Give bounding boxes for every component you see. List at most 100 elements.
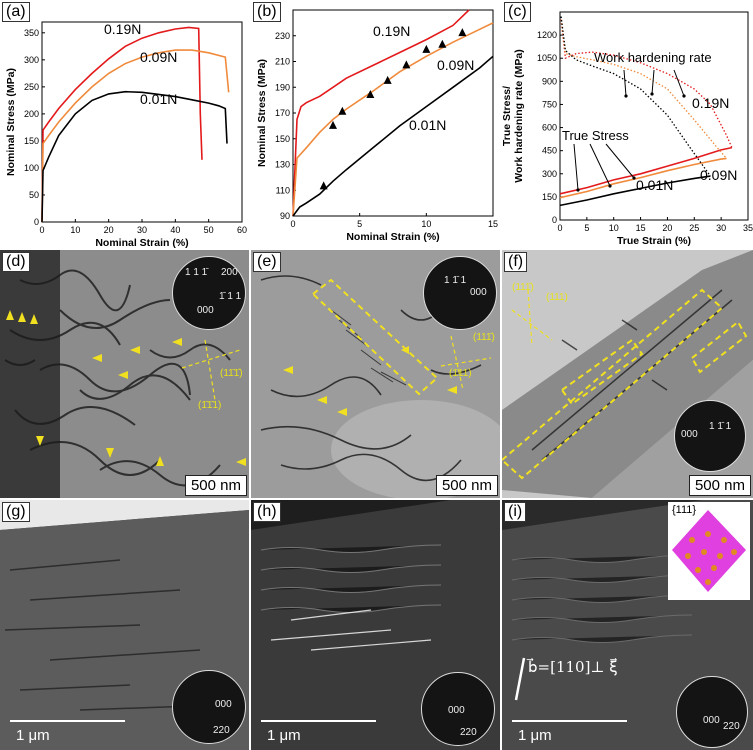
panel-d: (d) 1 1 1̄ 200 1̄ 1 1 000 (11̄1̄) (1̄1̄1…	[0, 250, 249, 498]
diff-label-d-4: 000	[197, 305, 214, 316]
series-line	[292, 22, 494, 217]
diffraction-pattern-d: 1 1 1̄ 200 1̄ 1 1 000	[172, 256, 246, 330]
diff-label-d-3: 1̄ 1 1	[219, 291, 242, 302]
plane-label-f-2: (111)	[546, 292, 568, 303]
diff-label-g-1: 000	[215, 699, 232, 710]
panel-b: (b) 0 5 10 15 90 110 130 150 170 190 210 230 Nominal…	[251, 0, 500, 248]
y-tick-label: 300	[542, 169, 557, 179]
series-label: 0.09N	[437, 57, 474, 73]
x-tick-label: 30	[137, 225, 147, 235]
scale-line-g	[10, 720, 125, 722]
y-tick-label: 250	[24, 82, 39, 92]
y-axis-label: Nominal Stress (MPa)	[256, 59, 268, 167]
chart-b: 0 5 10 15 90 110 130 150 170 190 210 230 Nominal Str…	[256, 9, 498, 243]
series-line	[41, 49, 230, 223]
scale-bar-e: 500 nm	[435, 475, 498, 496]
scale-bar-d: 500 nm	[184, 475, 247, 496]
series-line	[560, 16, 711, 177]
triangle-marker	[383, 75, 392, 84]
diff-label-f-1: 000	[681, 429, 698, 440]
burgers-vector-label: b⃗=[110]⊥ ξ⃗	[528, 658, 618, 676]
diff-label-e-2: 000	[470, 287, 487, 298]
panel-g: (g) 000 220 1 μm	[0, 500, 249, 750]
panel-h: (h) 000 220 1 μm	[251, 500, 500, 750]
triangle-marker	[338, 106, 347, 115]
y-tick-label: 300	[24, 55, 39, 65]
y-tick-label: 450	[542, 146, 557, 156]
series-label: 0.01N	[636, 177, 673, 193]
y-tick-label: 100	[24, 163, 39, 173]
series-label: Work hardening rate	[594, 50, 712, 65]
y-tick-label: 750	[542, 99, 557, 109]
series-line	[559, 157, 727, 199]
panel-label-a: (a)	[2, 2, 30, 22]
x-axis-label: Nominal Strain (%)	[95, 237, 188, 248]
y-tick-label: 150	[542, 192, 557, 202]
x-tick-label: 10	[421, 219, 431, 229]
diffraction-pattern-g: 000 220	[172, 670, 246, 744]
diff-label-i-1: 000	[703, 715, 720, 726]
y-axis-label: Nominal Stress (MPa)	[5, 68, 17, 176]
y-tick-label: 110	[276, 185, 290, 195]
x-tick-label: 0	[557, 223, 562, 233]
diff-label-h-1: 000	[448, 705, 465, 716]
annotation-arrowhead	[632, 176, 636, 180]
panel-label-e: (e)	[253, 252, 281, 272]
scale-bar-f: 500 nm	[688, 475, 751, 496]
x-tick-label: 15	[488, 219, 498, 229]
diff-label-d-2: 200	[221, 267, 238, 278]
panel-label-d: (d)	[2, 252, 30, 272]
series-line	[41, 26, 203, 223]
series-line	[560, 19, 733, 148]
x-tick-label: 35	[743, 223, 753, 233]
triangle-marker	[458, 28, 467, 37]
x-tick-label: 5	[357, 219, 362, 229]
plane-label-e-2: (1̄11)	[449, 368, 472, 379]
annotation-arrowhead	[624, 94, 628, 98]
y-tick-label: 210	[275, 57, 290, 67]
x-tick-label: 20	[104, 225, 114, 235]
panel-c: (c) 0 5 10 15 20 25 30 35 0 150 300 450 600 750 900 105…	[502, 0, 753, 248]
x-tick-label: 30	[716, 223, 726, 233]
series-line	[559, 175, 711, 207]
y-tick-label: 600	[542, 123, 557, 133]
x-tick-label: 50	[204, 225, 214, 235]
scale-line-i	[512, 720, 627, 722]
panel-label-c: (c)	[504, 2, 531, 22]
y-tick-label: 230	[275, 31, 290, 41]
diffraction-pattern-f: 000 1 1̄ 1	[674, 400, 746, 472]
x-tick-label: 10	[609, 223, 619, 233]
panel-label-f: (f)	[504, 252, 528, 272]
y-tick-label: 170	[275, 108, 290, 118]
y-tick-label: 350	[24, 28, 39, 38]
diff-label-d-1: 1 1 1̄	[185, 267, 208, 278]
diff-label-h-2: 220	[460, 727, 477, 738]
annotation-arrowhead	[650, 92, 654, 96]
diff-label-g-2: 220	[213, 725, 230, 736]
series-label: 0.09N	[700, 167, 737, 183]
annotation-arrowhead	[576, 188, 580, 192]
y-tick-label: 90	[280, 211, 290, 221]
plane-label-e-1: (111̄)	[473, 332, 495, 343]
annotation-arrow	[589, 143, 611, 187]
scale-bar-g: 1 μm	[16, 727, 50, 744]
x-tick-label: 20	[662, 223, 672, 233]
annotation-arrow	[605, 143, 635, 179]
triangle-marker	[366, 89, 375, 98]
y-axis-label-line: True Stress/	[502, 86, 513, 146]
y-tick-label: 150	[275, 134, 290, 144]
annotation-arrowhead	[608, 184, 612, 188]
x-axis-label: Nominal Strain (%)	[346, 231, 439, 243]
annotation-arrow	[651, 69, 655, 95]
panel-label-g: (g)	[2, 502, 30, 522]
series-label: 0.01N	[409, 117, 446, 133]
y-tick-label: 190	[275, 82, 290, 92]
panel-i: (i) {111} b⃗=[110]⊥ ξ⃗ 000 220 1 μm	[502, 500, 753, 750]
panel-a: (a) 0 10 20 30 40 50 60 0 50 100 150 200 250 300 350 No…	[0, 0, 249, 248]
plot-frame	[559, 11, 749, 221]
series-label: 0.19N	[104, 21, 141, 37]
diff-label-i-2: 220	[723, 721, 740, 732]
annotation-arrow	[673, 69, 685, 97]
diffraction-pattern-e: 1 1̄ 1 000	[423, 256, 497, 330]
chart-a: 0 10 20 30 40 50 60 0 50 100 150 200 250 300 350 Nomina…	[5, 21, 247, 248]
